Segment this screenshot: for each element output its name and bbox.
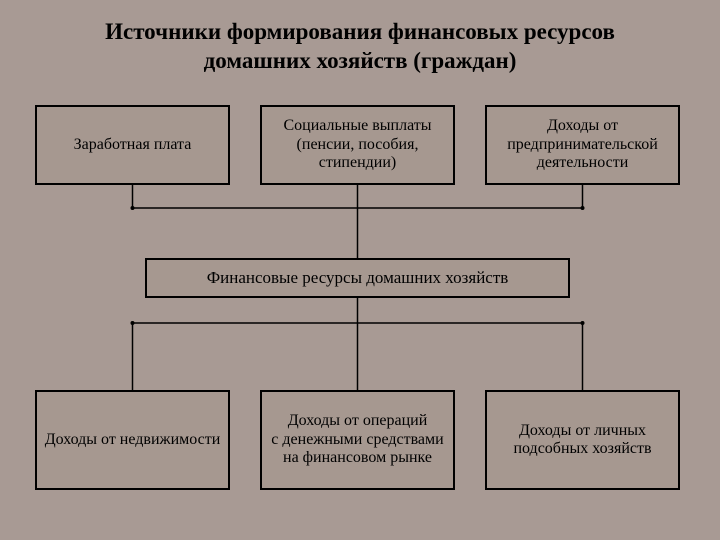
node-financial: Доходы от операций с денежными средствам… [260,390,455,490]
node-entrepreneur-label: Доходы от предпринимательской деятельнос… [491,117,674,172]
title-line1: Источники формирования финансовых ресурс… [105,19,615,44]
node-center-label: Финансовые ресурсы домашних хозяйств [207,268,509,288]
node-center: Финансовые ресурсы домашних хозяйств [145,258,570,298]
node-financial-label: Доходы от операций с денежными средствам… [266,412,449,467]
node-wages: Заработная плата [35,105,230,185]
diagram-title: Источники формирования финансовых ресурс… [0,18,720,76]
node-wages-label: Заработная плата [74,136,192,154]
title-line2: домашних хозяйств (граждан) [204,48,517,73]
node-realestate: Доходы от недвижимости [35,390,230,490]
node-social: Социальные выплаты (пенсии, пособия, сти… [260,105,455,185]
node-social-label: Социальные выплаты (пенсии, пособия, сти… [266,117,449,172]
node-subsidiary-label: Доходы от личных подсобных хозяйств [491,422,674,459]
node-entrepreneur: Доходы от предпринимательской деятельнос… [485,105,680,185]
node-realestate-label: Доходы от недвижимости [45,431,221,449]
node-subsidiary: Доходы от личных подсобных хозяйств [485,390,680,490]
